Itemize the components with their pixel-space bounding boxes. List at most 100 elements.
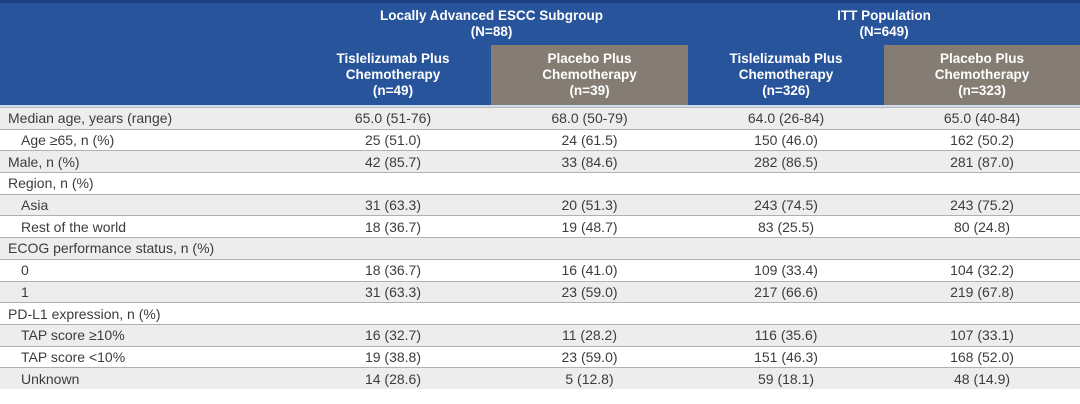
group-n: (N=649) [859,24,909,39]
cell-value: 107 (33.1) [884,323,1080,346]
column-header-row: Tislelizumab Plus Chemotherapy (n=49) Pl… [0,45,1080,107]
column-name: Tislelizumab Plus Chemotherapy [729,51,843,82]
column-header-tislelizumab-itt: Tislelizumab Plus Chemotherapy (n=326) [688,45,885,107]
cell-value [884,172,1080,194]
cell-value: 23 (59.0) [491,345,689,368]
cell-value: 281 (87.0) [884,150,1080,173]
cell-value [295,237,491,259]
cell-value: 162 (50.2) [884,128,1080,151]
cell-value: 18 (36.7) [295,215,491,238]
row-label: 1 [0,280,295,303]
table-row: Male, n (%) 42 (85.7) 33 (84.6) 282 (86.… [0,150,1080,173]
row-label: Male, n (%) [0,150,295,173]
row-label: 0 [0,258,295,281]
column-n: (n=49) [372,83,414,98]
row-label: ECOG performance status, n (%) [0,237,295,259]
cell-value: 23 (59.0) [491,280,689,303]
cell-value: 20 (51.3) [491,193,689,216]
cell-value: 59 (18.1) [688,367,885,389]
group-header-escc-subgroup: Locally Advanced ESCC Subgroup (N=88) [295,3,689,45]
cell-value [688,237,885,259]
cell-value [295,302,491,324]
group-header-row: Locally Advanced ESCC Subgroup (N=88) IT… [0,3,1080,45]
cell-value: 16 (41.0) [491,258,689,281]
row-label: Region, n (%) [0,172,295,194]
column-name: Placebo Plus Chemotherapy [542,51,637,82]
column-n: (n=326) [762,83,810,98]
cell-value [884,302,1080,324]
cell-value: 116 (35.6) [688,323,885,346]
table-row: Rest of the world 18 (36.7) 19 (48.7) 83… [0,215,1080,238]
cell-value: 80 (24.8) [884,215,1080,238]
cell-value: 5 (12.8) [491,367,689,389]
cell-value [491,172,689,194]
table-row: 1 31 (63.3) 23 (59.0) 217 (66.6) 219 (67… [0,280,1080,303]
cell-value: 109 (33.4) [688,258,885,281]
cell-value: 31 (63.3) [295,193,491,216]
table-row: Unknown 14 (28.6) 5 (12.8) 59 (18.1) 48 … [0,367,1080,389]
cell-value [688,302,885,324]
table-row: PD-L1 expression, n (%) [0,302,1080,324]
cell-value: 42 (85.7) [295,150,491,173]
header-stub [0,3,295,45]
cell-value: 18 (36.7) [295,258,491,281]
cell-value: 68.0 (50-79) [491,107,689,129]
group-header-itt-population: ITT Population (N=649) [688,3,1080,45]
column-header-tislelizumab-escc: Tislelizumab Plus Chemotherapy (n=49) [295,45,491,107]
table-body: Median age, years (range) 65.0 (51-76) 6… [0,107,1080,389]
table-row: Age ≥65, n (%) 25 (51.0) 24 (61.5) 150 (… [0,128,1080,151]
column-name: Placebo Plus Chemotherapy [934,51,1030,82]
cell-value: 48 (14.9) [884,367,1080,389]
cell-value: 14 (28.6) [295,367,491,389]
cell-value: 25 (51.0) [295,128,491,151]
table-header: Locally Advanced ESCC Subgroup (N=88) IT… [0,3,1080,107]
table-row: Asia 31 (63.3) 20 (51.3) 243 (74.5) 243 … [0,193,1080,216]
header-stub [0,45,295,107]
cell-value: 104 (32.2) [884,258,1080,281]
column-header-placebo-escc: Placebo Plus Chemotherapy (n=39) [491,45,689,107]
cell-value: 243 (74.5) [688,193,885,216]
cell-value: 19 (48.7) [491,215,689,238]
cell-value [884,237,1080,259]
column-name: Tislelizumab Plus Chemotherapy [336,51,450,82]
table-row: ECOG performance status, n (%) [0,237,1080,259]
cell-value: 83 (25.5) [688,215,885,238]
cell-value: 151 (46.3) [688,345,885,368]
column-header-placebo-itt: Placebo Plus Chemotherapy (n=323) [884,45,1080,107]
cell-value: 168 (52.0) [884,345,1080,368]
cell-value: 243 (75.2) [884,193,1080,216]
column-n: (n=39) [569,83,610,98]
table-row: Median age, years (range) 65.0 (51-76) 6… [0,107,1080,129]
group-title: ITT Population [837,8,931,23]
row-label: Unknown [0,367,295,389]
group-n: (N=88) [470,24,513,39]
cell-value: 65.0 (51-76) [295,107,491,129]
cell-value: 282 (86.5) [688,150,885,173]
row-label: Asia [0,193,295,216]
table-row: TAP score <10% 19 (38.8) 23 (59.0) 151 (… [0,345,1080,368]
row-label: PD-L1 expression, n (%) [0,302,295,324]
cell-value: 217 (66.6) [688,280,885,303]
cell-value [688,172,885,194]
row-label: Median age, years (range) [0,107,295,129]
row-label: Age ≥65, n (%) [0,128,295,151]
cell-value: 65.0 (40-84) [884,107,1080,129]
cell-value: 16 (32.7) [295,323,491,346]
row-label: TAP score <10% [0,345,295,368]
group-title: Locally Advanced ESCC Subgroup [379,8,604,23]
data-table: Locally Advanced ESCC Subgroup (N=88) IT… [0,3,1080,389]
table-row: Region, n (%) [0,172,1080,194]
table-row: TAP score ≥10% 16 (32.7) 11 (28.2) 116 (… [0,323,1080,346]
column-n: (n=323) [958,83,1006,98]
cell-value: 219 (67.8) [884,280,1080,303]
row-label: Rest of the world [0,215,295,238]
cell-value: 33 (84.6) [491,150,689,173]
row-label: TAP score ≥10% [0,323,295,346]
cell-value [491,237,689,259]
cell-value: 11 (28.2) [491,323,689,346]
cell-value [491,302,689,324]
cell-value [295,172,491,194]
cell-value: 31 (63.3) [295,280,491,303]
cell-value: 24 (61.5) [491,128,689,151]
